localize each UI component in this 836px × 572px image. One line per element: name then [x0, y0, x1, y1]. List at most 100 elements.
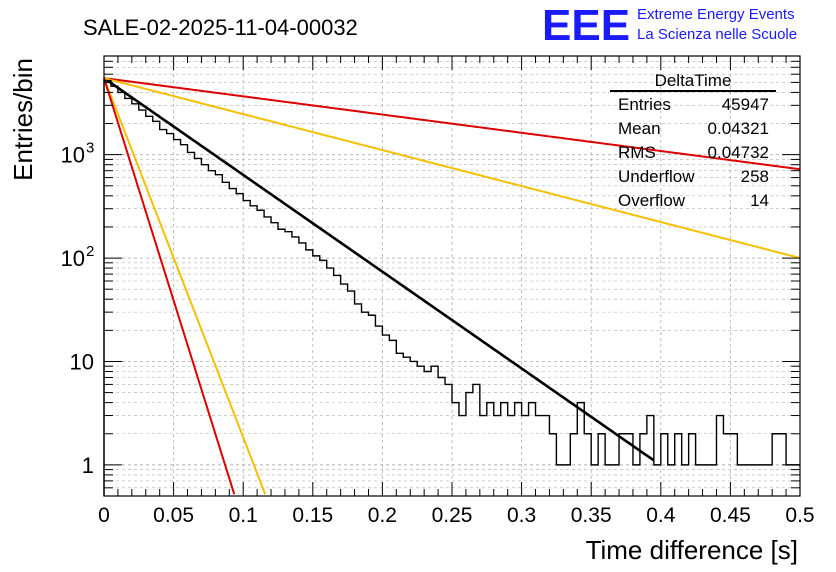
histogram-bin-23: [264, 217, 271, 496]
histogram-bin-96: [772, 434, 779, 496]
histogram-bin-72: [605, 465, 612, 496]
histogram-bin-30: [313, 256, 320, 496]
stats-value-mean: 0.04321: [708, 119, 769, 138]
stats-box-title: DeltaTime: [655, 71, 732, 90]
x-tick-label-3: 0.15: [292, 504, 333, 527]
histogram-bin-86: [703, 465, 710, 496]
histogram-bin-71: [598, 434, 605, 496]
histogram-bin-18: [229, 189, 236, 496]
stats-value-overflow: 14: [750, 191, 769, 210]
fit-curve-yellow-fast: [103, 77, 267, 495]
histogram-bin-38: [368, 315, 375, 496]
histogram-bin-79: [654, 465, 661, 496]
stats-box: DeltaTime Entries 45947 Mean 0.04321 RMS…: [610, 71, 776, 210]
histogram-bin-6: [146, 116, 153, 496]
histogram-bin-65: [556, 465, 563, 496]
eee-logo: EEE: [542, 1, 630, 50]
histogram-bin-17: [222, 182, 229, 496]
y-axis-label: Entries/bin: [8, 58, 38, 181]
histogram-bin-87: [710, 465, 717, 496]
histogram-bin-46: [424, 371, 431, 496]
histogram-bin-16: [215, 175, 222, 496]
fit-curves: [103, 77, 801, 495]
x-tick-label-2: 0.1: [229, 504, 258, 527]
histogram-bin-83: [682, 465, 689, 496]
histogram-bin-48: [438, 377, 445, 496]
x-tick-label-4: 0.2: [368, 504, 397, 527]
histogram-bin-15: [208, 171, 215, 496]
histogram-bin-66: [563, 465, 570, 496]
histogram-bin-84: [689, 434, 696, 496]
stats-label-overflow: Overflow: [618, 191, 686, 210]
x-tick-label-1: 0.05: [153, 504, 194, 527]
x-tick-label-8: 0.4: [646, 504, 676, 527]
y-tick-label-3: 10: [61, 143, 85, 168]
x-tick-label-5: 0.25: [432, 504, 473, 527]
histogram-bin-43: [403, 357, 410, 496]
histogram-bin-10: [174, 140, 181, 496]
y-tick-label-0: 1: [82, 453, 94, 478]
axis-ticks: [103, 56, 801, 496]
histogram-bin-73: [612, 465, 619, 496]
histogram-bin-29: [306, 250, 313, 496]
histogram-bin-55: [487, 403, 494, 496]
histogram-bin-74: [619, 434, 626, 496]
histogram-bin-56: [494, 416, 501, 496]
fit-curve-main-fit: [103, 77, 655, 462]
histogram-bin-7: [153, 121, 160, 496]
histogram-bin-45: [417, 366, 424, 496]
histogram-bin-8: [160, 130, 167, 496]
grid-lines: [104, 56, 800, 496]
histogram-bin-64: [549, 434, 556, 496]
histogram-bin-77: [640, 434, 647, 496]
histogram-bin-51: [459, 416, 466, 496]
histogram-bin-21: [250, 206, 257, 496]
histogram-bin-1: [111, 86, 118, 496]
x-tick-label-10: 0.5: [785, 504, 814, 527]
histogram-bin-59: [515, 403, 522, 496]
histogram-bin-63: [542, 416, 549, 496]
histogram-bin-82: [675, 434, 682, 496]
histogram-steps: [103, 79, 800, 496]
histogram-bin-75: [626, 434, 633, 496]
histogram-bin-36: [355, 304, 362, 496]
stats-label-rms: RMS: [618, 143, 656, 162]
histogram-bin-24: [271, 223, 278, 496]
y-tick-label-1: 10: [70, 349, 94, 374]
histogram-bin-9: [167, 134, 174, 496]
histogram-bin-14: [201, 165, 208, 496]
histogram-bin-90: [730, 434, 737, 496]
histogram-bin-13: [194, 158, 201, 496]
histogram-bin-44: [410, 361, 417, 496]
histogram-bin-92: [744, 465, 751, 496]
project-name-line2: La Scienza nelle Scuole: [637, 26, 797, 43]
project-name-line1: Extreme Energy Events: [637, 6, 795, 23]
histogram-bin-58: [508, 416, 515, 496]
histogram-bin-94: [758, 465, 765, 496]
x-tick-label-6: 0.3: [507, 504, 536, 527]
histogram-bin-85: [696, 465, 703, 496]
histogram-bin-12: [188, 152, 195, 496]
histogram-bin-28: [299, 243, 306, 496]
x-tick-labels: 0 0.05 0.1 0.15 0.2 0.25 0.3 0.35 0.4 0.45 0.5: [98, 504, 814, 527]
histogram-bin-25: [278, 229, 285, 496]
histogram-bin-53: [473, 384, 480, 496]
x-tick-label-0: 0: [98, 504, 110, 527]
x-tick-label-7: 0.35: [571, 504, 612, 527]
histogram-bin-31: [320, 260, 327, 496]
histogram-bin-26: [285, 232, 292, 496]
x-axis-label: Time difference [s]: [586, 535, 798, 565]
histogram-bin-50: [452, 403, 459, 496]
histogram-bin-60: [522, 416, 529, 496]
histogram-bin-78: [647, 416, 654, 496]
histogram-bin-91: [737, 465, 744, 496]
y-tick-label-exp-3: 3: [86, 140, 94, 157]
histogram-bin-61: [529, 403, 536, 496]
histogram-bin-41: [389, 340, 396, 496]
histogram-bin-68: [577, 403, 584, 496]
histogram-bin-69: [584, 434, 591, 496]
histogram-bin-22: [257, 210, 264, 496]
histogram-bin-34: [341, 284, 348, 496]
